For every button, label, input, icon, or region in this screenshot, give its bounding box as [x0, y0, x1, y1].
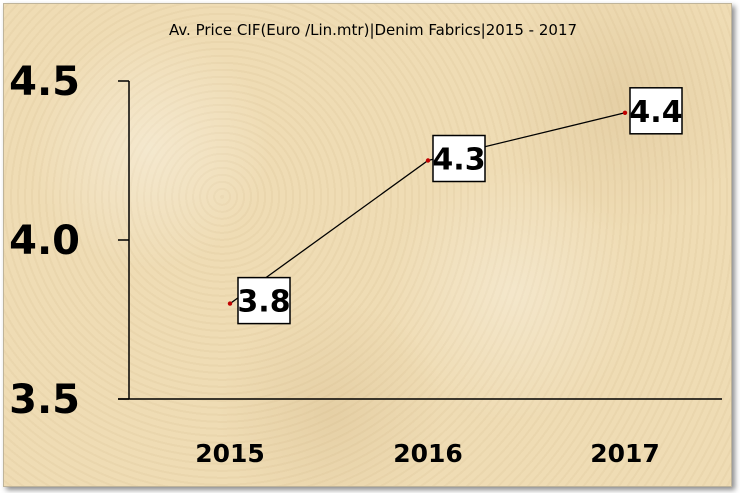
series-line — [229, 112, 626, 305]
chart-title: Av. Price CIF(Euro /Lin.mtr)|Denim Fabri… — [169, 21, 577, 39]
x-tick-label: 2015 — [195, 439, 265, 468]
data-label-box — [237, 276, 291, 325]
y-tick-label: 4.0 — [9, 218, 80, 264]
data-label-text: 3.8 — [237, 285, 290, 320]
data-label-box — [629, 87, 683, 135]
data-point-marker — [622, 110, 628, 116]
chart-frame: Av. Price CIF(Euro /Lin.mtr)|Denim Fabri… — [3, 3, 732, 487]
data-point-marker — [425, 158, 431, 163]
x-tick-label: 2017 — [590, 439, 660, 468]
data-point-marker — [227, 301, 233, 306]
data-label: 3.8 — [237, 276, 291, 325]
data-label-box — [432, 134, 486, 183]
data-label: 4.4 — [629, 87, 683, 135]
data-label: 4.3 — [432, 134, 486, 183]
x-tick-label: 2016 — [393, 439, 463, 468]
line-chart: Av. Price CIF(Euro /Lin.mtr)|Denim Fabri… — [9, 21, 722, 468]
data-label-text: 4.4 — [629, 95, 682, 130]
data-label-text: 4.3 — [432, 143, 485, 178]
y-tick-label: 3.5 — [9, 377, 80, 423]
y-tick-label: 4.5 — [9, 59, 80, 105]
